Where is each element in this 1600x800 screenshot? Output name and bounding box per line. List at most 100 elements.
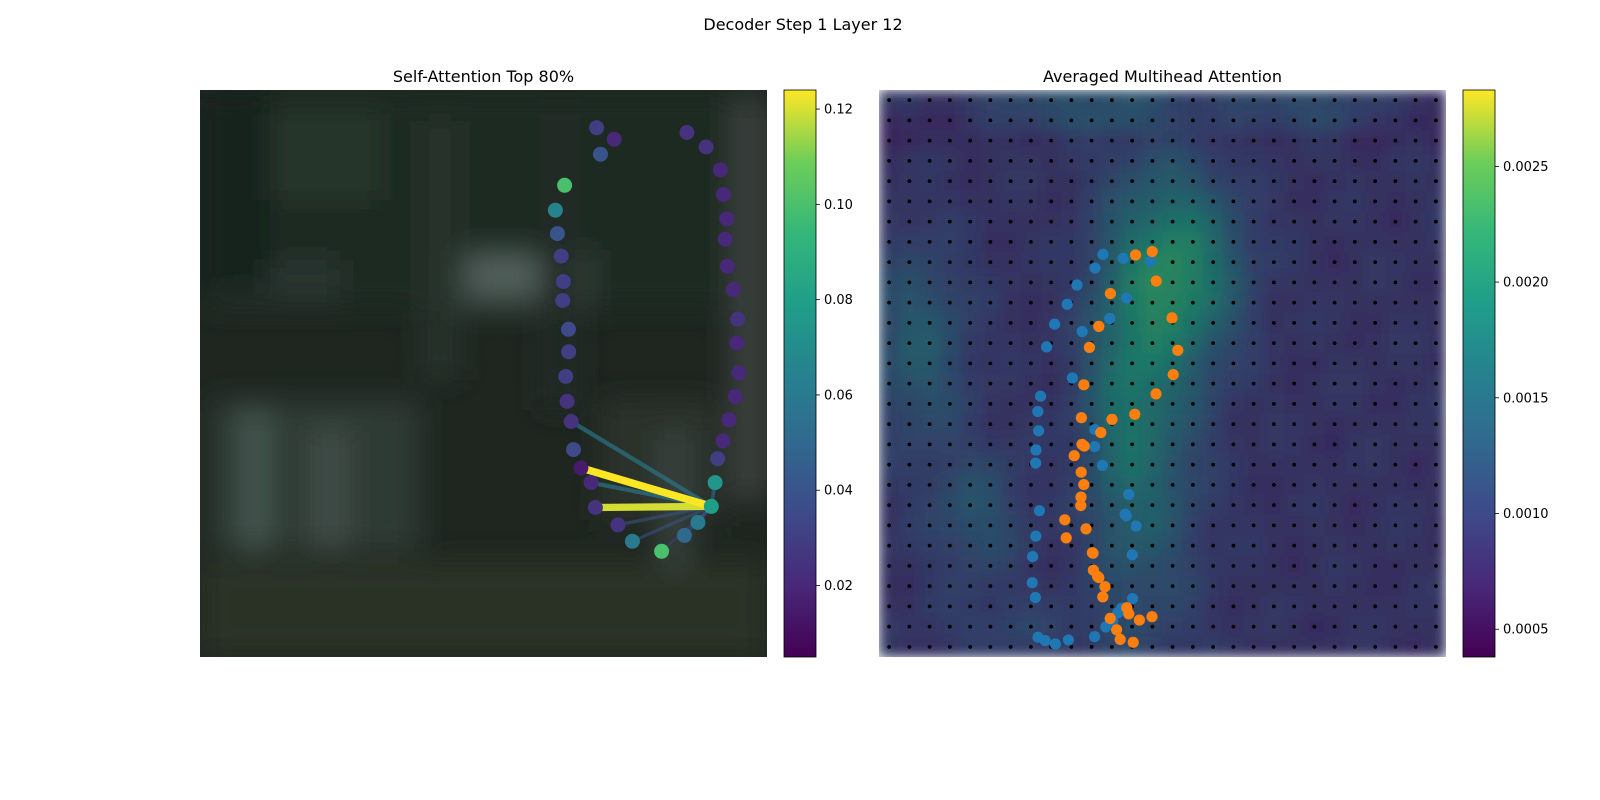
grid-dot	[1109, 260, 1114, 265]
keypoints	[547, 120, 747, 559]
grid-dot	[1292, 300, 1297, 305]
grid-dot	[1373, 482, 1378, 487]
grid-dot	[1292, 239, 1297, 244]
keypoint-marker	[1083, 341, 1095, 353]
grid-dot	[1170, 482, 1175, 487]
grid-dot	[1190, 624, 1195, 629]
grid-dot	[1109, 584, 1114, 589]
grid-dot	[1190, 158, 1195, 163]
keypoint-marker	[1089, 262, 1101, 274]
grid-dot	[988, 361, 993, 366]
grid-dot	[968, 584, 973, 589]
grid-dot	[1373, 118, 1378, 123]
grid-dot	[1373, 260, 1378, 265]
grid-dot	[1130, 503, 1135, 508]
grid-dot	[1049, 118, 1054, 123]
keypoint-marker	[1095, 426, 1107, 439]
grid-dot	[1150, 644, 1155, 649]
grid-dot	[1231, 361, 1236, 366]
keypoint-marker	[1080, 523, 1092, 535]
grid-dot	[907, 179, 912, 184]
grid-dot	[1109, 219, 1114, 224]
grid-dot	[1373, 523, 1378, 528]
grid-dot	[1150, 341, 1155, 346]
grid-dot	[1211, 563, 1216, 568]
grid-dot	[1049, 361, 1054, 366]
grid-dot	[927, 98, 932, 103]
grid-dot	[1109, 179, 1114, 184]
colorbar-tick-label: 0.08	[824, 293, 853, 308]
grid-dot	[1211, 219, 1216, 224]
grid-dot	[1433, 158, 1438, 163]
grid-dot	[907, 361, 912, 366]
grid-dot	[988, 584, 993, 589]
grid-dot	[1433, 422, 1438, 427]
grid-dot	[1231, 98, 1236, 103]
grid-dot	[927, 624, 932, 629]
grid-dot	[1373, 462, 1378, 467]
grid-dot	[1008, 422, 1013, 427]
grid-dot	[1332, 563, 1337, 568]
keypoint-marker	[1099, 581, 1111, 593]
grid-dot	[1211, 644, 1216, 649]
keypoint-marker	[1120, 510, 1132, 522]
grid-dot	[1028, 98, 1033, 103]
grid-dot	[1211, 361, 1216, 366]
grid-dot	[1008, 482, 1013, 487]
grid-dot	[1049, 138, 1054, 143]
grid-dot	[907, 563, 912, 568]
grid-dot	[1190, 563, 1195, 568]
grid-dot	[1332, 644, 1337, 649]
grid-dot	[887, 523, 892, 528]
keypoint-marker	[1100, 621, 1112, 633]
keypoint-marker	[1033, 505, 1045, 517]
grid-dot	[1028, 361, 1033, 366]
grid-dot	[1190, 482, 1195, 487]
grid-dot	[1433, 239, 1438, 244]
grid-dot	[1373, 442, 1378, 447]
grid-dot	[1413, 604, 1418, 609]
grid-dot	[1049, 158, 1054, 163]
grid-dot	[1190, 199, 1195, 204]
grid-dot	[968, 442, 973, 447]
grid-dot	[988, 300, 993, 305]
grid-dot	[1332, 118, 1337, 123]
grid-dot	[1433, 523, 1438, 528]
keypoint-marker	[1032, 405, 1044, 418]
grid-dot	[1332, 584, 1337, 589]
grid-dot	[1089, 280, 1094, 285]
keypoint-series	[1026, 246, 1184, 650]
grid-dot	[887, 604, 892, 609]
grid-dot	[968, 239, 973, 244]
grid-dot	[1231, 138, 1236, 143]
grid-dot	[1028, 138, 1033, 143]
grid-dot	[988, 624, 993, 629]
grid-dot	[887, 422, 892, 427]
grid-dot	[1271, 179, 1276, 184]
grid-dot	[1433, 361, 1438, 366]
grid-dot	[1373, 138, 1378, 143]
grid-dot	[1170, 644, 1175, 649]
grid-dot	[887, 482, 892, 487]
grid-dot	[1433, 341, 1438, 346]
grid-dot	[1069, 644, 1074, 649]
grid-dots	[887, 98, 1438, 649]
self-attention-panel: Self-Attention Top 80%	[200, 67, 853, 658]
grid-dot	[1292, 563, 1297, 568]
grid-dot	[1231, 280, 1236, 285]
grid-dot	[1271, 462, 1276, 467]
grid-dot	[887, 280, 892, 285]
grid-dot	[1352, 563, 1357, 568]
grid-dot	[1271, 624, 1276, 629]
grid-dot	[907, 584, 912, 589]
grid-dot	[1373, 584, 1378, 589]
grid-dot	[1150, 624, 1155, 629]
grid-dot	[1211, 138, 1216, 143]
keypoint	[566, 442, 581, 458]
grid-dot	[1089, 401, 1094, 406]
grid-dot	[1393, 462, 1398, 467]
grid-dot	[1332, 219, 1337, 224]
self-attention-background-image	[200, 90, 767, 657]
grid-dot	[1231, 503, 1236, 508]
grid-dot	[1008, 280, 1013, 285]
